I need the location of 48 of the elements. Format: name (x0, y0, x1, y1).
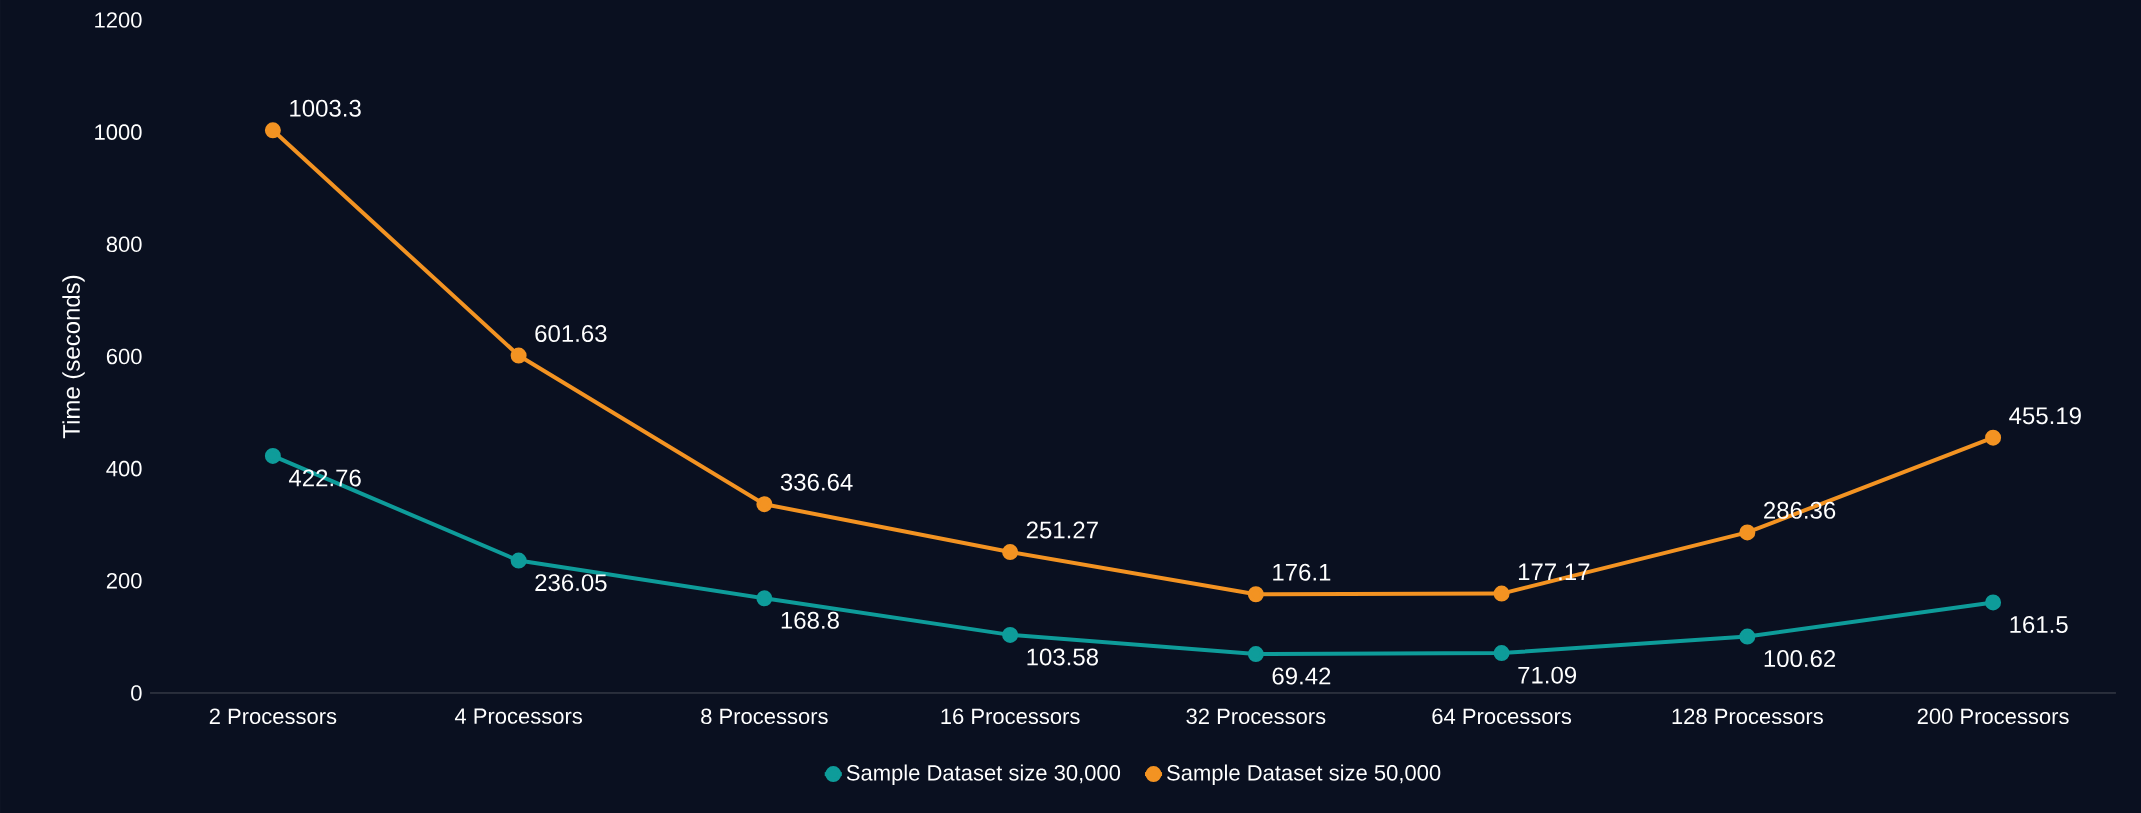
data-label: 1003.3 (290, 99, 361, 117)
y-tick-label: 800 (106, 236, 142, 253)
x-tick-label: 2 Processors (209, 708, 337, 725)
data-label: 168.8 (781, 611, 839, 629)
y-tick-label: 1200 (95, 12, 142, 28)
point (1247, 586, 1264, 603)
data-label: 177.17 (1518, 563, 1590, 581)
y-tick-label: 600 (106, 348, 142, 365)
y-axis-title: Time (seconds) (62, 275, 85, 439)
point (1985, 429, 2002, 446)
point (510, 552, 527, 569)
x-tick-label: 4 Processors (454, 708, 582, 724)
point (1739, 628, 1756, 645)
y-tick-label: 1000 (95, 124, 142, 140)
data-label: 103.58 (1027, 648, 1098, 666)
point (1002, 626, 1019, 643)
x-tick-label: 16 Processors (941, 708, 1080, 725)
y-tick-label: 400 (106, 460, 142, 477)
x-tick-label: 128 Processors (1672, 708, 1823, 725)
point (264, 447, 281, 464)
legend-label: Sample Dataset size 30,000 (846, 764, 1121, 785)
data-label: 236.05 (535, 574, 607, 592)
point (510, 347, 527, 364)
point (1002, 544, 1019, 561)
x-tick-label: 64 Processors (1432, 708, 1572, 725)
data-label: 71.09 (1518, 666, 1577, 684)
data-label: 69.42 (1272, 667, 1331, 685)
point (264, 122, 281, 139)
point (1247, 646, 1264, 663)
data-label: 100.62 (1764, 650, 1836, 668)
y-tick-label: 200 (106, 573, 142, 589)
legend-label: Sample Dataset size 50,000 (1167, 764, 1441, 785)
data-label: 251.27 (1026, 521, 1098, 539)
point (756, 590, 773, 607)
point (1985, 594, 2002, 611)
data-label: 161.5 (2010, 615, 2068, 633)
x-tick-label: 32 Processors (1186, 708, 1326, 725)
point (1493, 585, 1510, 602)
point (1739, 524, 1756, 541)
x-tick-label: 200 Processors (1917, 708, 2069, 725)
data-label: 601.63 (535, 325, 607, 343)
data-label: 455.19 (2009, 407, 2081, 425)
point (756, 496, 773, 513)
data-label: 176.1 (1273, 563, 1331, 581)
x-tick-label: 8 Processors (701, 708, 828, 725)
data-label: 336.64 (780, 473, 853, 491)
point (1493, 645, 1510, 662)
y-tick-label: 0 (131, 685, 142, 701)
